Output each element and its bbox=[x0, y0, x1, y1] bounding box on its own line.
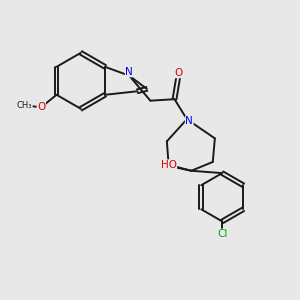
Text: Cl: Cl bbox=[217, 230, 227, 239]
Text: N: N bbox=[125, 67, 133, 77]
Text: HO: HO bbox=[160, 160, 177, 170]
Text: O: O bbox=[174, 68, 182, 78]
Text: O: O bbox=[37, 102, 45, 112]
Text: N: N bbox=[185, 116, 193, 126]
Text: CH₃: CH₃ bbox=[17, 101, 32, 110]
